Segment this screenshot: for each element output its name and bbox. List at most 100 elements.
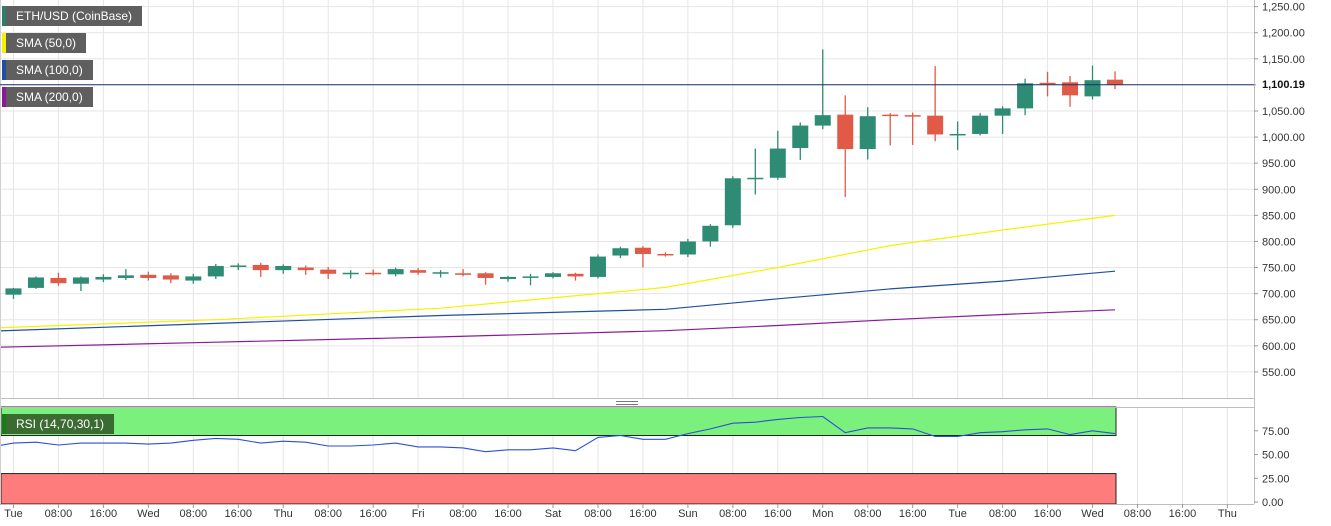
legend-pair[interactable]: ETH/USD (CoinBase) xyxy=(2,6,143,26)
candle-down xyxy=(1107,79,1123,85)
sma-50-line xyxy=(0,214,1116,329)
time-tick-label: Thu xyxy=(274,508,293,520)
pane-resize-handle[interactable] xyxy=(616,399,638,407)
time-tick-label: 08:00 xyxy=(314,508,342,520)
price-tick-label: 950.00 xyxy=(1262,158,1296,170)
candle-down xyxy=(1039,82,1056,85)
candle-down xyxy=(567,273,584,277)
candle-up xyxy=(1017,83,1034,109)
candle-up xyxy=(702,225,719,242)
candle-up xyxy=(972,115,989,134)
time-tick-label: 16:00 xyxy=(629,508,657,520)
price-tick-label: 1,150.00 xyxy=(1262,54,1305,66)
legend-sma-100[interactable]: SMA (100,0) xyxy=(2,60,93,80)
price-tick-label: 1,200.00 xyxy=(1262,28,1305,40)
candle-up xyxy=(117,275,134,278)
candle-up xyxy=(72,277,89,284)
candle-down xyxy=(320,269,337,274)
time-tick-label: 08:00 xyxy=(854,508,882,520)
time-tick-label: Wed xyxy=(137,508,159,520)
time-tick-label: Sun xyxy=(678,508,698,520)
candle-down xyxy=(904,115,921,117)
price-tick-label: 750.00 xyxy=(1262,263,1296,275)
time-tick-label: 08:00 xyxy=(449,508,477,520)
candle-up xyxy=(724,178,741,226)
candle-down xyxy=(297,267,314,271)
price-tick-label: 850.00 xyxy=(1262,210,1296,222)
candle-up xyxy=(792,125,809,149)
price-tick-label: 800.00 xyxy=(1262,236,1296,248)
time-tick-label: 16:00 xyxy=(90,508,118,520)
last-price-label: 1,100.19 xyxy=(1256,76,1310,93)
candle-down xyxy=(50,277,67,284)
rsi-zones xyxy=(0,406,1117,505)
candle-up xyxy=(230,265,247,267)
candle-up xyxy=(1084,80,1101,97)
candle-up xyxy=(612,248,629,256)
candle-up xyxy=(500,276,517,280)
candle-down xyxy=(657,253,674,256)
rsi-line xyxy=(0,415,1116,453)
time-tick-label: 16:00 xyxy=(1169,508,1197,520)
price-tick-label: 600.00 xyxy=(1262,341,1296,353)
rsi-line xyxy=(0,415,1116,453)
candle-up xyxy=(769,148,786,178)
candle-down xyxy=(634,247,651,254)
legend-sma-50[interactable]: SMA (50,0) xyxy=(2,33,87,53)
time-tick-label: 08:00 xyxy=(1124,508,1152,520)
time-tick-label: 16:00 xyxy=(359,508,387,520)
candle-up xyxy=(545,273,561,277)
time-tick-label: Tue xyxy=(4,508,23,520)
candle-down xyxy=(455,273,472,275)
time-tick-label: Wed xyxy=(1081,508,1103,520)
candle-up xyxy=(185,276,202,281)
candle-down xyxy=(927,115,944,135)
candle-down xyxy=(365,272,382,275)
candle-up xyxy=(27,277,44,288)
candles xyxy=(5,49,1123,299)
candle-up xyxy=(994,108,1011,116)
time-tick-label: 08:00 xyxy=(45,508,73,520)
price-tick-label: 1,050.00 xyxy=(1262,106,1305,118)
candle-up xyxy=(5,288,22,295)
rsi-tick-label: 75.00 xyxy=(1262,426,1290,438)
legend-sma-200[interactable]: SMA (200,0) xyxy=(2,87,93,107)
time-tick-label: Tue xyxy=(948,508,967,520)
price-tick-label: 700.00 xyxy=(1262,289,1296,301)
time-tick-label: 08:00 xyxy=(584,508,612,520)
rsi-tick-label: 50.00 xyxy=(1262,450,1290,462)
time-tick-label: Fri xyxy=(412,508,425,520)
candle-up xyxy=(387,269,404,275)
candle-up xyxy=(342,272,359,275)
rsi-oversold-zone xyxy=(0,473,1117,505)
candle-down xyxy=(837,114,854,150)
time-tick-label: Sat xyxy=(545,508,562,520)
candle-down xyxy=(140,274,157,278)
candle-down xyxy=(252,264,269,271)
candle-up xyxy=(432,272,449,274)
time-tick-label: 08:00 xyxy=(989,508,1017,520)
candle-up xyxy=(814,115,831,126)
price-tick-label: 550.00 xyxy=(1262,367,1296,379)
axes: 550.00 600.00 650.00 700.00 750.00 800.00 850.… xyxy=(0,0,1305,520)
candle-up xyxy=(522,276,539,278)
candle-up xyxy=(859,116,876,150)
rsi-tick-label: 0.00 xyxy=(1262,497,1283,509)
candle-down xyxy=(882,114,899,117)
candle-up xyxy=(949,133,966,136)
rsi-tick-label: 25.00 xyxy=(1262,473,1290,485)
rsi-overbought-zone xyxy=(0,406,1117,437)
candle-up xyxy=(207,265,224,277)
sma-lines xyxy=(0,214,1116,348)
time-tick-label: 16:00 xyxy=(764,508,792,520)
legend-rsi[interactable]: RSI (14,70,30,1) xyxy=(2,414,115,434)
time-tick-label: 16:00 xyxy=(899,508,927,520)
candle-down xyxy=(477,273,494,278)
time-tick-label: 16:00 xyxy=(494,508,522,520)
candle-down xyxy=(410,270,427,273)
price-tick-label: 1,250.00 xyxy=(1262,2,1305,14)
time-tick-label: Thu xyxy=(1218,508,1237,520)
candle-down xyxy=(162,275,179,280)
time-tick-label: Mon xyxy=(812,508,833,520)
